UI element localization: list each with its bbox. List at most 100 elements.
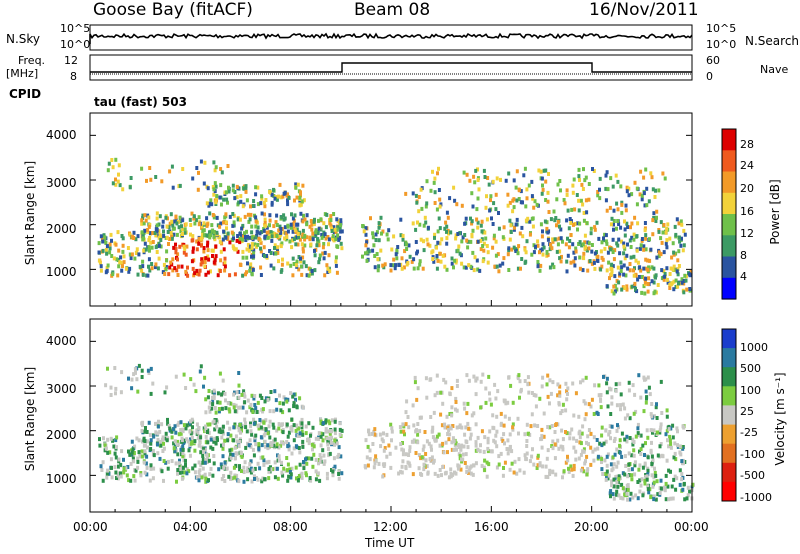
echo-cell [206, 430, 209, 434]
echo-cell [519, 266, 522, 271]
echo-cell [560, 254, 563, 259]
echo-cell [282, 230, 286, 235]
echo-cell [253, 403, 257, 407]
echo-cell [135, 436, 139, 441]
echo-cell [508, 432, 512, 437]
echo-cell [534, 244, 537, 249]
echo-cell [200, 257, 204, 262]
echo-cell [217, 407, 221, 411]
echo-cell [441, 465, 445, 469]
echo-cell [151, 240, 155, 244]
echo-cell [157, 241, 161, 246]
echo-cell [492, 236, 496, 241]
echo-cell [579, 198, 583, 203]
echo-cell [559, 236, 563, 241]
echo-cell [438, 197, 442, 202]
echo-cell [164, 431, 168, 436]
echo-cell [240, 428, 243, 433]
echo-cell [644, 257, 648, 262]
echo-cell [533, 423, 537, 428]
echo-cell [291, 256, 295, 261]
echo-cell [605, 463, 609, 468]
echo-cell [298, 203, 302, 208]
echo-cell [458, 231, 462, 236]
echo-cell [642, 375, 646, 380]
echo-cell [446, 432, 450, 436]
echo-cell [156, 437, 160, 442]
echo-cell [606, 250, 610, 255]
echo-cell [608, 205, 612, 210]
echo-cell [615, 201, 619, 206]
echo-cell [191, 425, 194, 430]
echo-cell [203, 233, 207, 238]
echo-cell [546, 475, 550, 479]
echo-cell [400, 447, 404, 452]
echo-cell [170, 459, 174, 463]
echo-cell [155, 211, 159, 216]
echo-cell [571, 381, 575, 386]
echo-cell [682, 228, 686, 233]
echo-cell [334, 417, 337, 422]
echo-cell [282, 213, 286, 218]
echo-cell [234, 247, 238, 252]
echo-cell [140, 218, 144, 223]
echo-cell [162, 446, 166, 451]
echo-cell [536, 264, 540, 269]
echo-cell [286, 192, 289, 197]
echo-cell [407, 243, 411, 248]
echo-cell [295, 476, 298, 481]
echo-cell [132, 474, 136, 479]
echo-cell [555, 197, 559, 202]
echo-cell [662, 223, 666, 227]
echo-cell [245, 247, 249, 252]
echo-cell [630, 473, 634, 478]
echo-cell [623, 472, 627, 477]
echo-cell [503, 414, 507, 419]
echo-cell [449, 474, 453, 479]
echo-cell [195, 428, 199, 433]
echo-cell [149, 391, 153, 396]
echo-cell [193, 470, 197, 475]
echo-cell [99, 234, 103, 239]
echo-cell [327, 453, 331, 458]
echo-cell [463, 406, 467, 411]
echo-cell [188, 443, 192, 447]
echo-cell [297, 474, 301, 478]
echo-cell [605, 376, 609, 381]
echo-cell [322, 221, 326, 226]
echo-cell [438, 204, 442, 209]
nsky-label: N.Sky [6, 32, 41, 46]
echo-cell [510, 461, 514, 466]
echo-cell [254, 433, 258, 438]
echo-cell [208, 211, 212, 216]
echo-cell [626, 225, 630, 229]
echo-cell [371, 235, 375, 240]
echo-cell [280, 470, 284, 475]
echo-cell [248, 235, 252, 240]
echo-cell [185, 244, 189, 249]
echo-cell [674, 457, 678, 462]
echo-cell [162, 233, 166, 238]
echo-cell [245, 198, 249, 203]
echo-cell [678, 281, 682, 286]
echo-cell [522, 470, 526, 475]
echo-cell [229, 455, 233, 460]
echo-cell [338, 421, 342, 426]
echo-cell [311, 425, 315, 430]
colorbar-swatch [722, 256, 736, 279]
echo-cell [609, 272, 613, 277]
echo-cell [365, 250, 369, 255]
echo-cell [556, 393, 560, 398]
echo-cell [652, 266, 656, 271]
echo-cell [143, 228, 147, 233]
echo-cell [298, 396, 302, 401]
echo-cell [250, 245, 254, 250]
echo-cell [638, 192, 642, 197]
echo-cell [618, 450, 622, 455]
echo-cell [156, 451, 160, 456]
echo-cell [556, 219, 560, 224]
echo-cell [540, 436, 544, 441]
echo-cell [484, 205, 488, 210]
echo-cell [659, 220, 663, 225]
echo-cell [639, 433, 643, 438]
